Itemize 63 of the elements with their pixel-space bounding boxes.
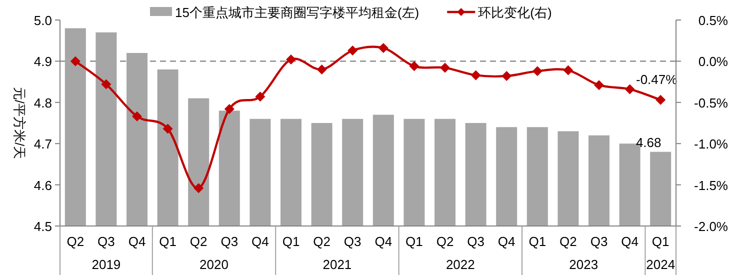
point — [316, 64, 327, 74]
text: 2020 — [200, 257, 228, 272]
x-tick-label: Q2 — [190, 234, 208, 249]
point — [224, 104, 234, 114]
x-tick-label: Q1 — [406, 234, 423, 249]
point — [470, 70, 481, 80]
x-tick-label: Q1 — [159, 234, 176, 249]
point — [563, 65, 574, 76]
y2-tick-label: 0.0% — [698, 54, 728, 70]
text: 2024 — [646, 257, 676, 272]
point — [132, 111, 142, 122]
x-tick-label: Q1 — [652, 234, 670, 249]
y-tick-label: 5.0 — [34, 13, 52, 28]
text: 2019 — [92, 257, 121, 272]
x-tick-label: Q3 — [220, 234, 238, 249]
text: 2022 — [446, 257, 475, 272]
y-tick-label: 4.9 — [34, 54, 52, 70]
point — [378, 43, 388, 54]
x-tick-label: Q4 — [252, 234, 269, 249]
y-tick-label: 4.5 — [34, 219, 52, 234]
legend-label: 15个重点城市主要商圈写字楼平均租金(左) — [175, 5, 420, 20]
point — [440, 62, 450, 73]
point — [594, 80, 604, 90]
y2-tick-label: -2.0% — [694, 219, 728, 234]
point — [255, 92, 266, 102]
point — [532, 66, 542, 76]
x-tick-label: Q2 — [436, 234, 454, 249]
x-tick-label: Q4 — [128, 234, 146, 249]
point — [409, 61, 420, 72]
y-axis-title: 元/平方米/天 — [12, 86, 27, 160]
x-tick-label: Q2 — [66, 234, 84, 249]
point — [624, 84, 635, 94]
y2-tick-label: 0.5% — [698, 13, 728, 28]
x-tick-label: Q3 — [590, 234, 608, 249]
text: 2021 — [322, 257, 352, 272]
y2-tick-label: -1.5% — [694, 178, 728, 193]
legend-label: 环比变化(右) — [478, 5, 552, 20]
data-label: -0.47% — [636, 72, 678, 87]
x-tick-label: Q2 — [560, 234, 577, 249]
y-tick-label: 4.6 — [34, 178, 52, 193]
y2-tick-label: -1.0% — [694, 136, 728, 152]
x-tick-label: Q1 — [528, 234, 546, 249]
point — [348, 45, 358, 56]
point — [70, 56, 80, 66]
point — [162, 124, 173, 134]
x-tick-label: Q3 — [467, 234, 484, 249]
x-tick-label: Q4 — [374, 234, 392, 249]
x-tick-label: Q1 — [282, 234, 300, 249]
point — [502, 71, 512, 82]
x-tick-label: Q2 — [313, 234, 330, 249]
y-tick-label: 4.7 — [34, 136, 52, 152]
point — [286, 54, 296, 65]
x-tick-label: Q4 — [621, 234, 638, 249]
point — [656, 94, 666, 105]
x-tick-label: Q3 — [98, 234, 115, 249]
text: 2023 — [569, 257, 598, 272]
data-label: 4.68 — [636, 134, 662, 150]
y-tick-label: 4.8 — [34, 95, 52, 110]
y2-tick-label: -0.5% — [694, 95, 728, 110]
point — [101, 79, 112, 90]
x-tick-label: Q3 — [344, 234, 362, 249]
point — [194, 183, 204, 194]
x-tick-label: Q4 — [498, 234, 516, 249]
